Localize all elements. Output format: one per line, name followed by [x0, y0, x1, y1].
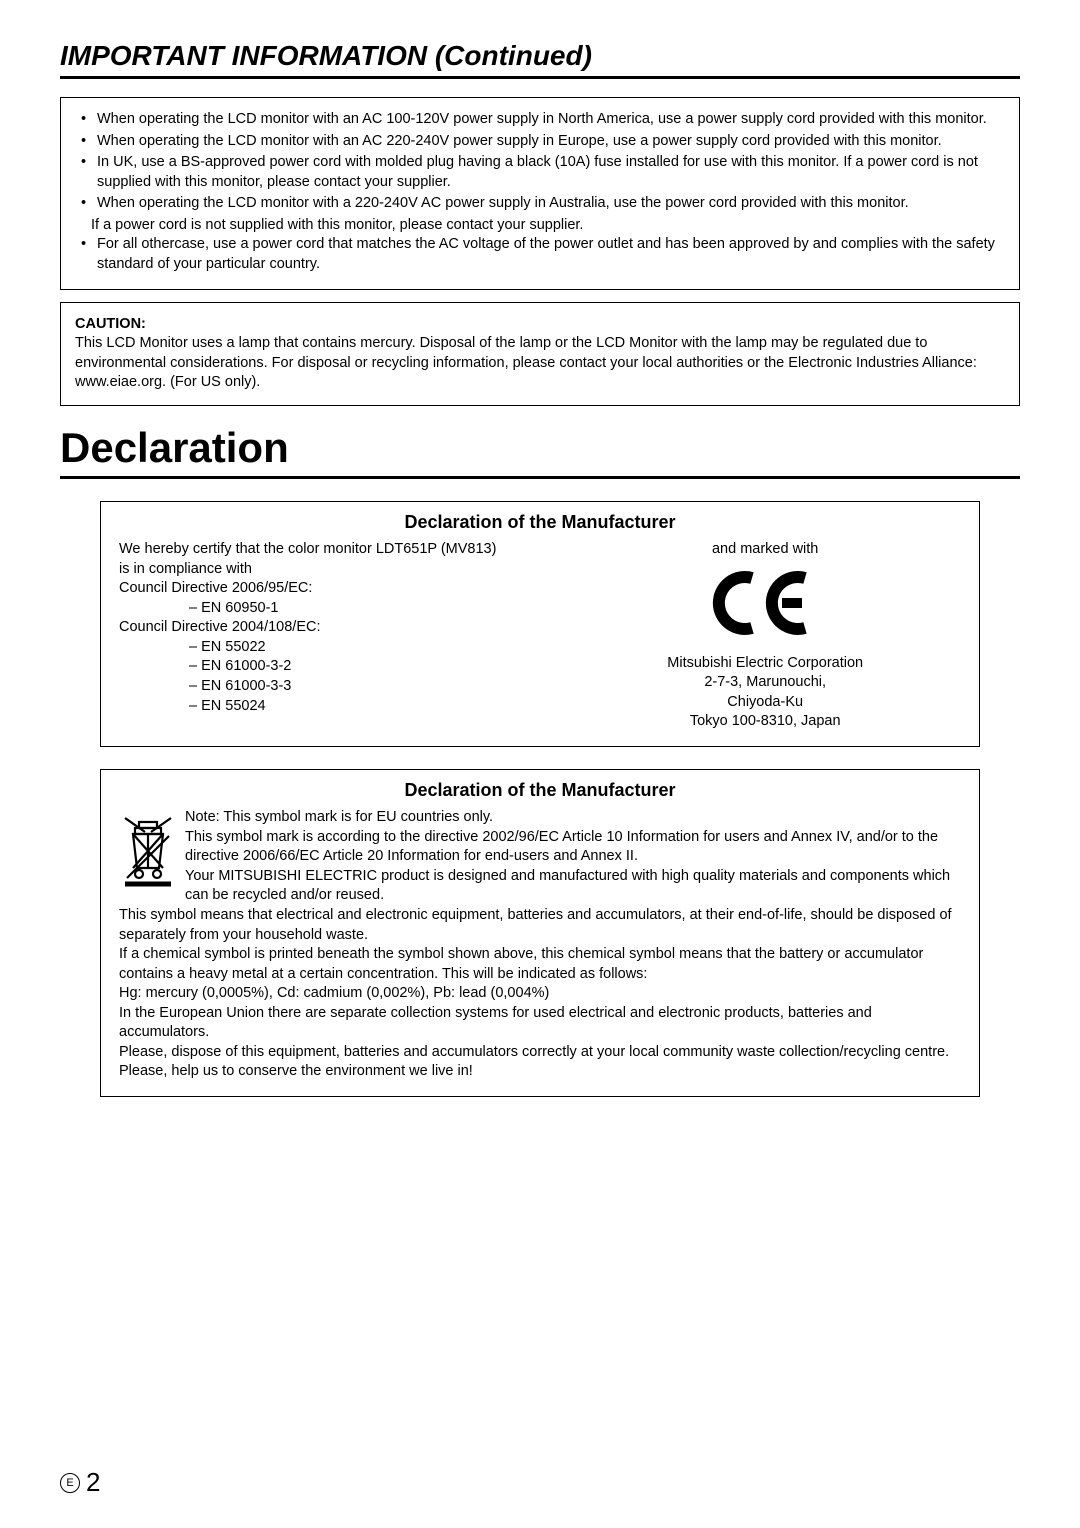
declaration-1-left: We hereby certify that the color monitor… [119, 540, 569, 732]
page-footer: E 2 [60, 1467, 100, 1498]
decl2-p7: Please, dispose of this equipment, batte… [119, 1044, 949, 1060]
power-supply-list: When operating the LCD monitor with an A… [75, 110, 1005, 214]
declaration-1-heading: Declaration of the Manufacturer [119, 510, 961, 534]
page-number: 2 [86, 1467, 100, 1498]
power-supply-list-2: For all othercase, use a power cord that… [75, 235, 1005, 274]
declaration-1-right: and marked with Mitsubishi Electric Corp… [569, 540, 961, 732]
declaration-box-2: Declaration of the Manufacturer Note: Th… [100, 769, 980, 1097]
company-addr3: Tokyo 100-8310, Japan [569, 712, 961, 732]
decl2-p4: If a chemical symbol is printed beneath … [119, 946, 923, 982]
power-item-4: When operating the LCD monitor with a 22… [81, 194, 1005, 214]
decl2-p3: This symbol means that electrical and el… [119, 907, 952, 943]
caution-text: This LCD Monitor uses a lamp that contai… [75, 334, 1005, 393]
decl2-note: Note: This symbol mark is for EU countri… [185, 809, 493, 825]
power-item-5: For all othercase, use a power cord that… [81, 235, 1005, 274]
language-marker-icon: E [60, 1473, 80, 1493]
section-title: IMPORTANT INFORMATION (Continued) [60, 40, 1020, 79]
directive-2-item-4: – EN 55024 [119, 697, 569, 717]
power-item-1: When operating the LCD monitor with an A… [81, 110, 1005, 130]
declaration-title: Declaration [60, 424, 1020, 479]
ce-mark-icon [569, 568, 961, 648]
decl2-p5: Hg: mercury (0,0005%), Cd: cadmium (0,00… [119, 985, 549, 1001]
directive-2-item-1: – EN 55022 [119, 638, 569, 658]
weee-bin-icon [119, 812, 177, 890]
power-item-4-sub: If a power cord is not supplied with thi… [75, 216, 1005, 236]
directive-1-item-1: – EN 60950-1 [119, 599, 569, 619]
decl2-p2: Your MITSUBISHI ELECTRIC product is desi… [185, 868, 950, 904]
company-addr1: 2-7-3, Marunouchi, [569, 673, 961, 693]
directive-2-item-3: – EN 61000-3-3 [119, 677, 569, 697]
declaration-2-heading: Declaration of the Manufacturer [119, 778, 961, 802]
power-item-2: When operating the LCD monitor with an A… [81, 132, 1005, 152]
decl2-p8: Please, help us to conserve the environm… [119, 1063, 473, 1079]
directive-2-item-2: – EN 61000-3-2 [119, 657, 569, 677]
decl2-p6: In the European Union there are separate… [119, 1005, 872, 1041]
certify-line: We hereby certify that the color monitor… [119, 540, 569, 560]
marked-with: and marked with [569, 540, 961, 560]
company-addr2: Chiyoda-Ku [569, 693, 961, 713]
caution-box: CAUTION: This LCD Monitor uses a lamp th… [60, 302, 1020, 406]
declaration-box-1: Declaration of the Manufacturer We hereb… [100, 501, 980, 747]
company-name: Mitsubishi Electric Corporation [569, 654, 961, 674]
directive-2: Council Directive 2004/108/EC: [119, 618, 569, 638]
decl2-p1: This symbol mark is according to the dir… [185, 829, 938, 865]
power-supply-box: When operating the LCD monitor with an A… [60, 97, 1020, 290]
compliance-line: is in compliance with [119, 560, 569, 580]
caution-label: CAUTION: [75, 316, 146, 332]
power-item-3: In UK, use a BS-approved power cord with… [81, 153, 1005, 192]
directive-1: Council Directive 2006/95/EC: [119, 579, 569, 599]
